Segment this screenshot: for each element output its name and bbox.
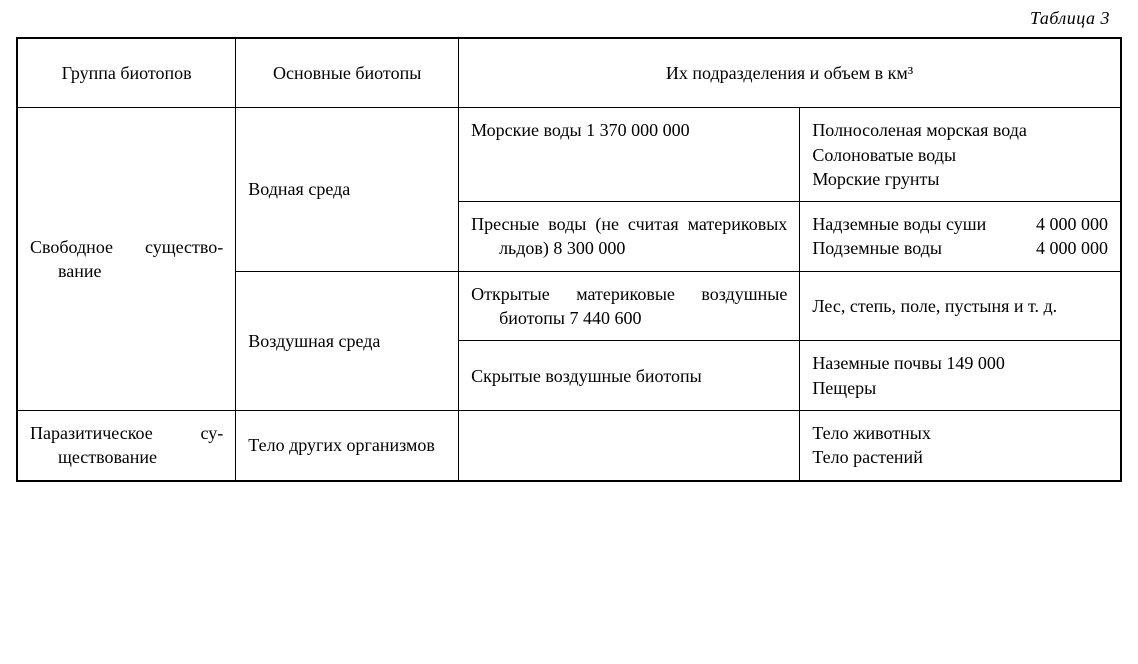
cell-sub-fresh: Пресные воды (не считая материковых льдо…: [459, 202, 800, 272]
biotopes-table: Группа биотопов Основные биотопы Их подр…: [16, 37, 1122, 482]
col-header-subdivisions: Их подразделения и объем в км³: [459, 38, 1121, 108]
fresh-surface-label: Надземные воды суши: [812, 212, 996, 236]
col-header-main: Основные биотопы: [236, 38, 459, 108]
table-row: Свободное существо­вание Водная среда Мо…: [17, 108, 1121, 202]
group-free-label: Свободное существо­вание: [30, 235, 223, 284]
detail-hiddenair-text: Наземные почвы 149 000 Пещеры: [812, 351, 1108, 400]
detail-fresh-underground: Подземные воды 4 000 000: [812, 236, 1108, 260]
cell-detail-marine: Полносоленая морская вода Солоноватые во…: [800, 108, 1121, 202]
cell-group-parasitic: Паразитическое су­ществование: [17, 410, 236, 480]
fresh-surface-value: 4 000 000: [1036, 212, 1108, 236]
group-parasitic-label: Паразитическое су­ществование: [30, 421, 223, 470]
detail-fresh-surface: Надземные воды суши 4 000 000: [812, 212, 1108, 236]
medium-water-label: Водная среда: [248, 177, 446, 201]
cell-detail-parasitic: Тело животных Тело растений: [800, 410, 1121, 480]
fresh-underground-label: Подземные воды: [812, 236, 952, 260]
cell-sub-hiddenair: Скрытые воздушные био­топы: [459, 341, 800, 411]
fresh-underground-value: 4 000 000: [1036, 236, 1108, 260]
cell-detail-hiddenair: Наземные почвы 149 000 Пещеры: [800, 341, 1121, 411]
cell-detail-openair: Лес, степь, поле, пустыня и т. д.: [800, 271, 1121, 341]
cell-sub-openair: Открытые материковые воз­душные биотопы …: [459, 271, 800, 341]
table-header: Группа биотопов Основные биотопы Их подр…: [17, 38, 1121, 108]
cell-medium-body: Тело других орга­низмов: [236, 410, 459, 480]
col-header-group: Группа биотопов: [17, 38, 236, 108]
cell-sub-parasitic: [459, 410, 800, 480]
sub-openair-text: Открытые материковые воз­душные биотопы …: [471, 282, 787, 331]
cell-detail-fresh: Надземные воды суши 4 000 000 Подземные …: [800, 202, 1121, 272]
medium-body-label: Тело других орга­низмов: [248, 433, 446, 457]
cell-medium-air: Воздушная среда: [236, 271, 459, 410]
sub-marine-text: Морские воды 1 370 000 000: [471, 118, 787, 142]
cell-sub-marine: Морские воды 1 370 000 000: [459, 108, 800, 202]
detail-openair-text: Лес, степь, поле, пустыня и т. д.: [812, 294, 1108, 318]
detail-parasitic-text: Тело животных Тело растений: [812, 421, 1108, 470]
medium-air-label: Воздушная среда: [248, 329, 446, 353]
table-row: Паразитическое су­ществование Тело други…: [17, 410, 1121, 480]
detail-marine-text: Полносоленая морская вода Солоноватые во…: [812, 118, 1108, 191]
sub-hiddenair-text: Скрытые воздушные био­топы: [471, 364, 787, 388]
cell-medium-water: Водная среда: [236, 108, 459, 271]
table-caption: Таблица 3: [16, 6, 1122, 37]
cell-group-free: Свободное существо­вание: [17, 108, 236, 411]
sub-fresh-text: Пресные воды (не считая материковых льдо…: [471, 212, 787, 261]
